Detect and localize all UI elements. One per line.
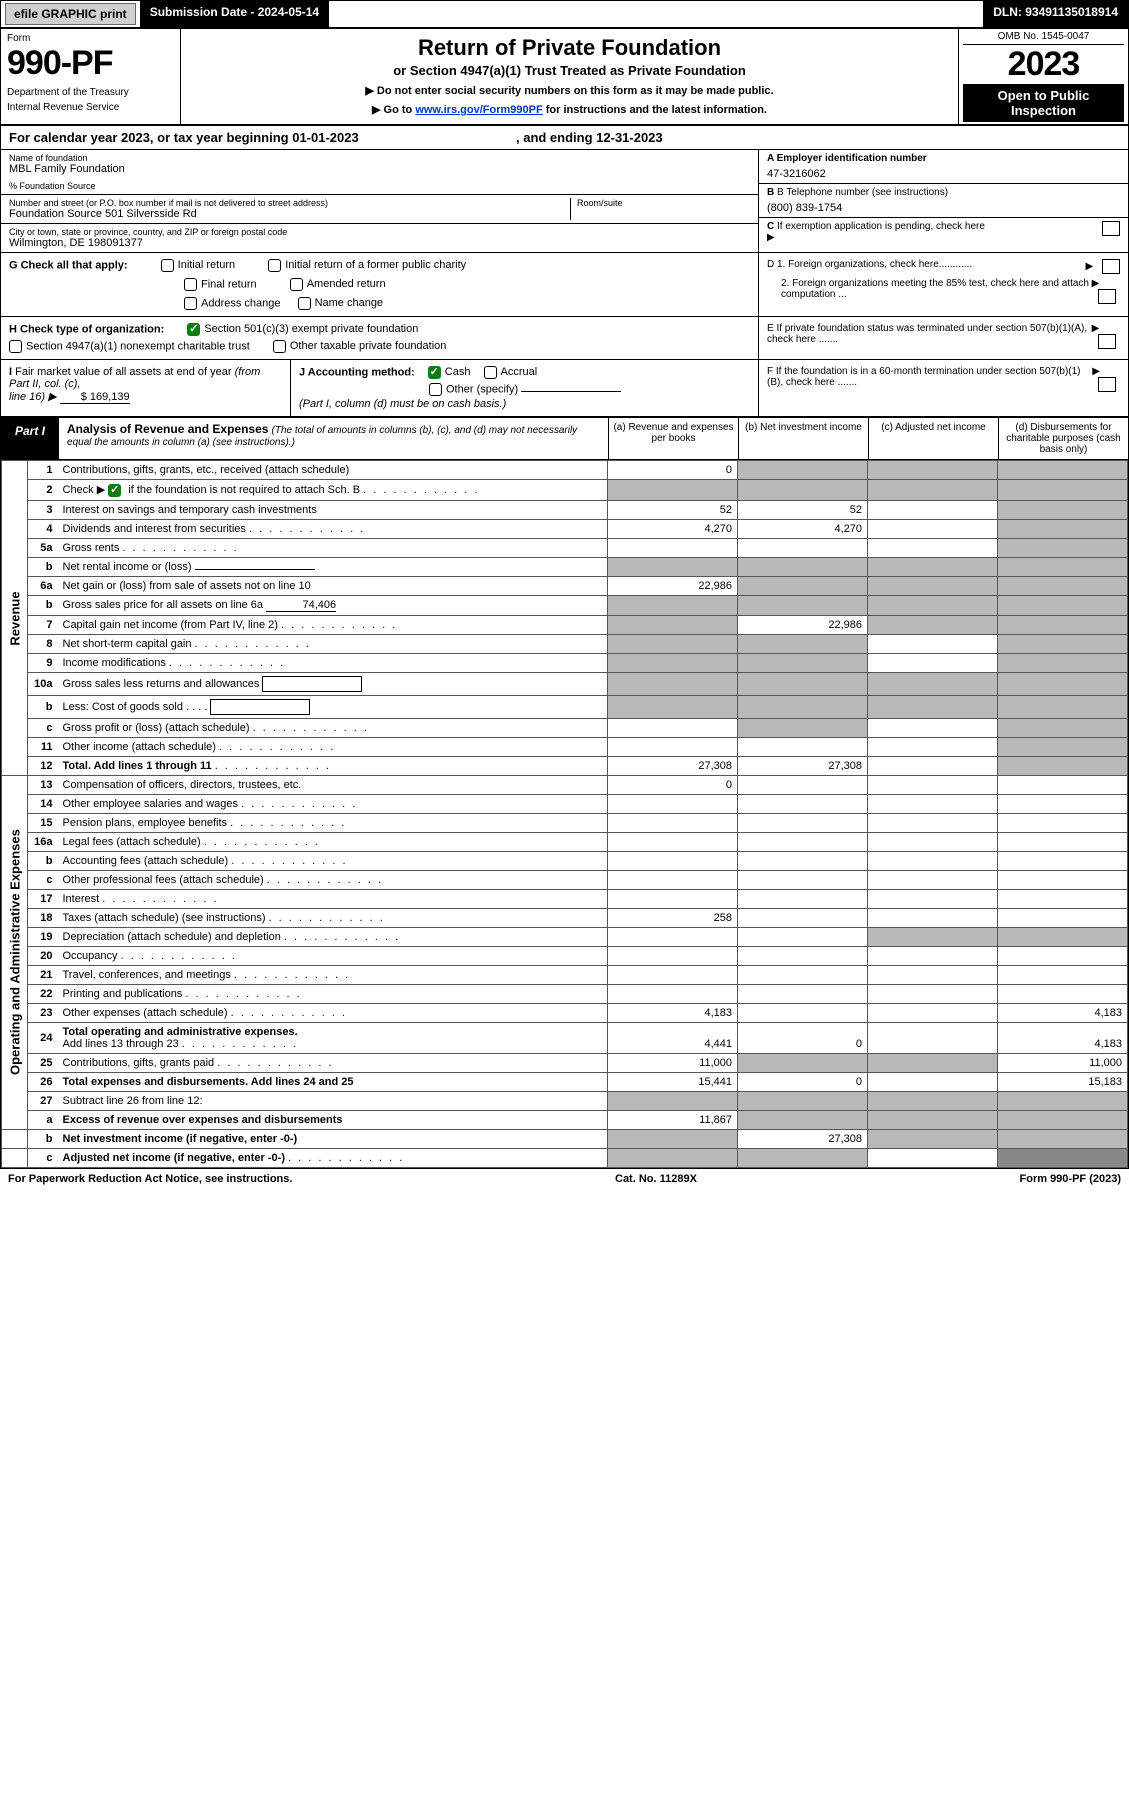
f-checkbox[interactable]	[1098, 377, 1116, 392]
part-1-label: Part I	[1, 418, 59, 459]
irs-label: Internal Revenue Service	[7, 102, 174, 113]
efile-print-button[interactable]: efile GRAPHIC print	[5, 3, 136, 25]
exemption-pending-label: C If exemption application is pending, c…	[767, 221, 985, 243]
ein-label: A Employer identification number	[767, 153, 1120, 164]
initial-former-checkbox[interactable]	[268, 259, 281, 272]
dept-treasury: Department of the Treasury	[7, 87, 174, 98]
exemption-pending-checkbox[interactable]	[1102, 221, 1120, 236]
h-label: H Check type of organization:	[9, 323, 164, 335]
col-b-header: (b) Net investment income	[738, 418, 868, 459]
cal-year-end: , and ending 12-31-2023	[516, 130, 663, 145]
part-1-title: Analysis of Revenue and Expenses	[67, 422, 268, 436]
pct-foundation-source: % Foundation Source	[9, 181, 750, 191]
omb-number: OMB No. 1545-0047	[963, 31, 1124, 45]
form-word: Form	[7, 33, 174, 44]
e-terminated: E If private foundation status was termi…	[767, 323, 1092, 349]
d2-85pct-test: 2. Foreign organizations meeting the 85%…	[767, 278, 1092, 304]
accrual-checkbox[interactable]	[484, 366, 497, 379]
initial-return-checkbox[interactable]	[161, 259, 174, 272]
amended-return-checkbox[interactable]	[290, 278, 303, 291]
phone-label: B B Telephone number (see instructions)	[767, 187, 1120, 198]
d1-checkbox[interactable]	[1102, 259, 1120, 274]
city-state-zip: Wilmington, DE 198091377	[9, 237, 750, 249]
open-to-public: Open to Public Inspection	[963, 84, 1124, 122]
tax-year: 2023	[963, 45, 1124, 84]
expenses-side-label: Operating and Administrative Expenses	[2, 775, 28, 1129]
501c3-checkbox[interactable]	[187, 323, 200, 336]
d1-foreign-org: D 1. Foreign organizations, check here..…	[767, 259, 972, 274]
gross-sales-6a: 74,406	[266, 599, 336, 612]
address-change-checkbox[interactable]	[184, 297, 197, 310]
form-number: 990-PF	[7, 44, 174, 83]
form990pf-link[interactable]: www.irs.gov/Form990PF	[415, 104, 542, 116]
e-checkbox[interactable]	[1098, 334, 1116, 349]
analysis-table: Revenue 1Contributions, gifts, grants, e…	[1, 460, 1128, 1168]
ssn-warning: ▶ Do not enter social security numbers o…	[191, 84, 948, 97]
phone-value: (800) 839-1754	[767, 202, 1120, 214]
schb-checkbox[interactable]	[108, 484, 121, 497]
4947a1-checkbox[interactable]	[9, 340, 22, 353]
cal-year-begin: For calendar year 2023, or tax year begi…	[9, 130, 359, 145]
addr-label: Number and street (or P.O. box number if…	[9, 198, 570, 208]
d2-checkbox[interactable]	[1098, 289, 1116, 304]
cash-checkbox[interactable]	[428, 366, 441, 379]
name-label: Name of foundation	[9, 153, 750, 163]
j-label: J Accounting method:	[299, 366, 415, 378]
form-subtitle: or Section 4947(a)(1) Trust Treated as P…	[191, 63, 948, 78]
cash-basis-note: (Part I, column (d) must be on cash basi…	[299, 398, 750, 410]
col-c-header: (c) Adjusted net income	[868, 418, 998, 459]
other-taxable-checkbox[interactable]	[273, 340, 286, 353]
room-label: Room/suite	[577, 198, 750, 208]
goto-instructions: ▶ Go to www.irs.gov/Form990PF for instru…	[191, 103, 948, 116]
foundation-name: MBL Family Foundation	[9, 163, 750, 175]
form-footer: Form 990-PF (2023)	[1020, 1173, 1122, 1185]
fmv-value: $ 169,139	[60, 391, 130, 404]
name-change-checkbox[interactable]	[298, 297, 311, 310]
form-title: Return of Private Foundation	[191, 35, 948, 61]
city-label: City or town, state or province, country…	[9, 227, 750, 237]
revenue-side-label: Revenue	[2, 461, 28, 776]
cat-number: Cat. No. 11289X	[615, 1173, 697, 1185]
street-address: Foundation Source 501 Silversside Rd	[9, 208, 570, 220]
col-a-header: (a) Revenue and expenses per books	[608, 418, 738, 459]
i-fmv-label: I Fair market value of all assets at end…	[9, 366, 282, 390]
submission-date: Submission Date - 2024-05-14	[140, 1, 329, 27]
paperwork-notice: For Paperwork Reduction Act Notice, see …	[8, 1173, 292, 1185]
f-60month: F If the foundation is in a 60-month ter…	[767, 366, 1092, 392]
col-d-header: (d) Disbursements for charitable purpose…	[998, 418, 1128, 459]
g-check-all: G Check all that apply: Initial return I…	[9, 259, 750, 272]
ein-value: 47-3216062	[767, 168, 1120, 180]
dln-label: DLN: 93491135018914	[983, 1, 1128, 27]
final-return-checkbox[interactable]	[184, 278, 197, 291]
other-method-checkbox[interactable]	[429, 383, 442, 396]
